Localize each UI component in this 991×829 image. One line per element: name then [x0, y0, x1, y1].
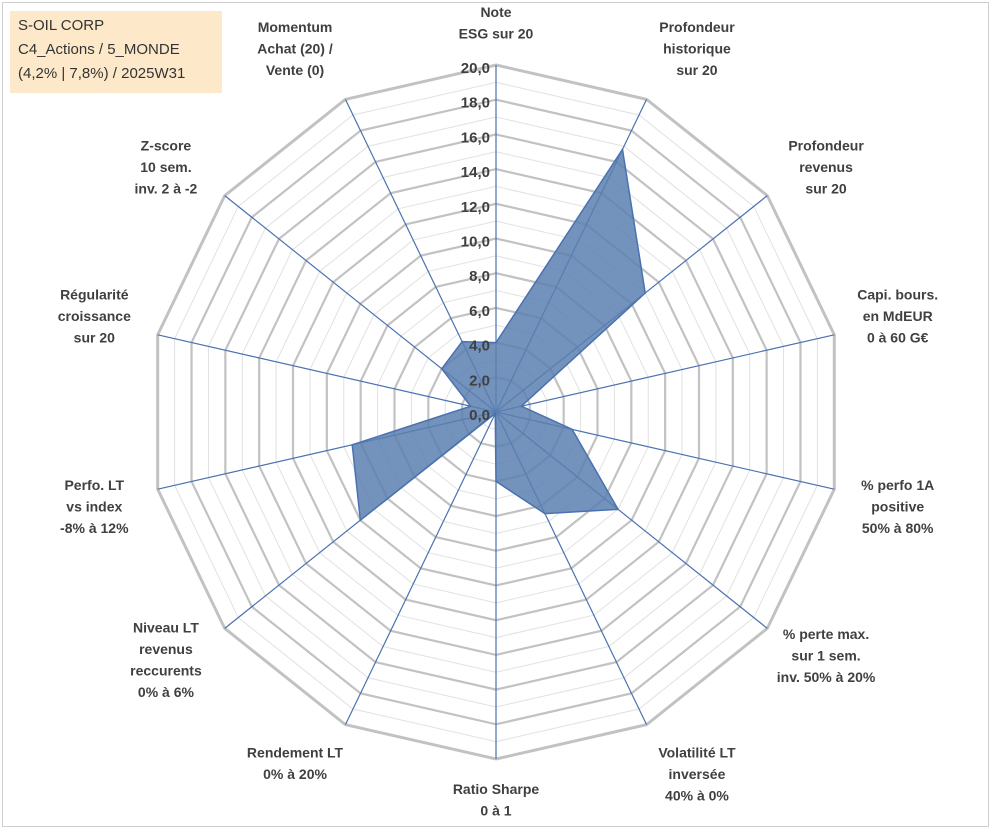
axis-label-line: en MdEUR	[863, 308, 933, 324]
tick-label: 8,0	[469, 268, 490, 285]
data-point	[461, 340, 463, 343]
axis-label-line: 40% à 0%	[665, 787, 729, 803]
axis-label-line: ESG sur 20	[459, 26, 534, 42]
axis-label-line: 0% à 20%	[263, 766, 327, 782]
axis-label-line: -8% à 12%	[60, 520, 129, 536]
axis-label: Régularité croissance sur 20	[58, 286, 131, 345]
axis-label-line: Perfo. LT	[64, 477, 124, 493]
info-box: S-OIL CORP C4_Actions / 5_MONDE (4,2% | …	[10, 11, 222, 93]
axis-label-line: 0 à 1	[480, 803, 511, 819]
axis-label-line: % perfo 1A	[861, 477, 934, 493]
data-point	[469, 405, 472, 408]
data-point	[495, 480, 497, 483]
axis-label-line: Z-score	[141, 138, 192, 154]
axis-label: Rendement LT 0% à 20%	[247, 744, 344, 782]
axis-label-line: Niveau LT	[133, 620, 199, 636]
tick-label: 4,0	[469, 338, 490, 355]
axis-label: Ratio Sharpe 0 à 1	[453, 781, 540, 819]
axis-spoke	[344, 411, 497, 725]
axis-label-line: 0 à 60 G€	[867, 329, 929, 345]
axis-label: Note ESG sur 20	[459, 4, 534, 42]
axis-label: Z-score 10 sem. inv. 2 à -2	[135, 138, 198, 197]
data-point	[617, 508, 619, 511]
axis-label-line: 10 sem.	[140, 159, 191, 175]
axis-label-line: reccurents	[130, 663, 202, 679]
axis-spoke	[495, 334, 835, 413]
axis-label-line: inversée	[669, 766, 726, 782]
tick-label: 10,0	[461, 234, 490, 251]
axis-label-line: sur 20	[805, 181, 846, 197]
axis-label-line: 0% à 6%	[138, 684, 195, 700]
category-label: C4_Actions / 5_MONDE	[18, 41, 180, 58]
tick-label: 20,0	[461, 60, 490, 77]
axis-label-line: Volatilité LT	[658, 744, 736, 760]
axis-label-line: Profondeur	[788, 138, 864, 154]
axis-label-line: sur 20	[74, 329, 115, 345]
axis-label-line: 50% à 80%	[862, 520, 934, 536]
axis-label: Momentum Achat (20) / Vente (0)	[257, 19, 333, 78]
data-point	[494, 412, 497, 415]
data-point	[621, 148, 624, 151]
axis-label: % perte max. sur 1 sem. inv. 50% à 20%	[777, 626, 876, 685]
axis-label-line: Régularité	[60, 286, 129, 302]
tick-label: 0,0	[469, 407, 490, 424]
data-point	[351, 444, 354, 446]
axis-label-line: revenus	[799, 159, 853, 175]
tick-label: 2,0	[469, 372, 490, 389]
axis-label-line: Vente (0)	[266, 62, 324, 78]
data-point	[644, 292, 647, 294]
axis-label-line: vs index	[66, 499, 122, 515]
axis-label-line: Capi. bours.	[857, 286, 938, 302]
period-label: (4,2% | 7,8%) / 2025W31	[18, 65, 186, 82]
data-point	[359, 519, 362, 521]
data-point	[544, 512, 546, 515]
axis-spoke	[157, 334, 497, 413]
data-point	[571, 428, 573, 431]
data-point	[520, 405, 523, 408]
axis-label: Perfo. LT vs index -8% à 12%	[60, 477, 129, 536]
axis-label: Capi. bours. en MdEUR 0 à 60 G€	[857, 286, 938, 345]
axis-label-line: positive	[871, 499, 924, 515]
axis-label-line: Profondeur	[659, 19, 735, 35]
axis-label-line: Ratio Sharpe	[453, 781, 540, 797]
tick-label: 6,0	[469, 303, 490, 320]
company-name: S-OIL CORP	[18, 17, 105, 34]
tick-label: 16,0	[461, 129, 490, 146]
axis-label: Profondeur historique sur 20	[659, 19, 735, 78]
axis-label: Profondeur revenus sur 20	[788, 138, 864, 197]
axis-label: % perfo 1A positive 50% à 80%	[861, 477, 934, 536]
axis-label-line: sur 20	[676, 62, 717, 78]
axis-label-line: inv. 50% à 20%	[777, 669, 876, 685]
axis-label-line: revenus	[139, 641, 193, 657]
data-point	[440, 367, 443, 370]
data-point	[495, 341, 497, 344]
axis-label: Niveau LT revenus reccurents 0% à 6%	[130, 620, 202, 701]
axis-label-line: croissance	[58, 308, 131, 324]
tick-label: 12,0	[461, 199, 490, 216]
tick-label: 14,0	[461, 164, 490, 181]
axis-label-line: Achat (20) /	[257, 41, 333, 57]
axis-label-line: sur 1 sem.	[791, 647, 860, 663]
axis-label-line: Momentum	[258, 19, 333, 35]
axis-label-line: Note	[480, 4, 511, 20]
axis-label-line: inv. 2 à -2	[135, 181, 198, 197]
axis-label-line: historique	[663, 41, 731, 57]
tick-label: 18,0	[461, 95, 490, 112]
axis-label-line: Rendement LT	[247, 744, 344, 760]
axis-label: Volatilité LT inversée 40% à 0%	[658, 744, 736, 803]
axis-label-line: % perte max.	[783, 626, 869, 642]
